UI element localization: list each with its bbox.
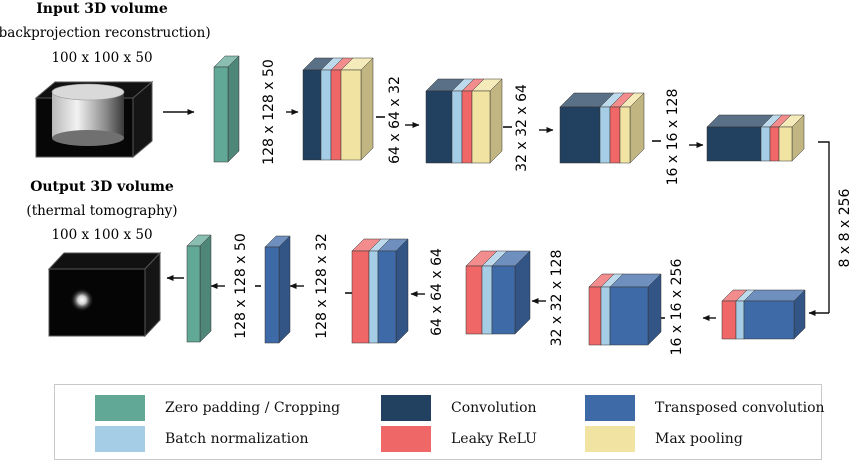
encoder-block-2 (425, 78, 503, 164)
legend-label: Zero padding / Cropping (165, 400, 341, 416)
decoder-transposed-conv (264, 235, 291, 344)
layer-max-pooling (340, 57, 374, 161)
legend-item-zero-padding: Zero padding / Cropping (95, 395, 340, 421)
legend-swatch (585, 395, 635, 421)
layer-max-pooling (619, 92, 645, 164)
input-subtitle: (backprojection reconstruction) (0, 25, 211, 41)
dim-label-decoder-2: 32 x 32 x 128 (549, 250, 565, 347)
layer-transposed-conv (491, 250, 531, 335)
decoder-cropping (186, 234, 212, 343)
layer-max-pooling (778, 114, 805, 162)
legend-label: Leaky ReLU (451, 431, 537, 447)
legend-swatch (95, 395, 145, 421)
output-title: Output 3D volume (30, 179, 174, 195)
legend-swatch (381, 426, 431, 452)
legend-swatch (585, 426, 635, 452)
layer-zero-padding (186, 234, 212, 343)
legend-swatch (381, 395, 431, 421)
encoder-zero-padding (213, 55, 240, 163)
input-size: 100 x 100 x 50 (51, 50, 152, 66)
dim-label-decoder-3: 64 x 64 x 64 (429, 248, 445, 336)
dim-label-encoder-4: 16 x 16 x 128 (665, 89, 681, 186)
encoder-block-3 (559, 92, 645, 164)
output-subtitle: (thermal tomography) (26, 203, 177, 219)
legend-label: Max pooling (655, 431, 743, 447)
encoder-block-4 (706, 114, 805, 162)
flow-connector (818, 141, 830, 313)
legend-item-transposed-convolution: Transposed convolution (585, 395, 825, 421)
input-volume-cube (34, 80, 154, 159)
output-size: 100 x 100 x 50 (51, 227, 152, 243)
legend-item-batch-normalization: Batch normalization (95, 426, 309, 452)
dim-label-decoder-5: 128 x 128 x 50 (233, 233, 249, 339)
dim-label-encoder-3: 32 x 32 x 64 (514, 84, 530, 172)
layer-zero-padding (213, 55, 240, 163)
dim-label-bottleneck: 8 x 8 x 256 (837, 188, 850, 267)
legend-item-leaky-relu: Leaky ReLU (381, 426, 537, 452)
decoder-block-3 (351, 238, 409, 344)
legend-item-convolution: Convolution (381, 395, 537, 421)
dim-label-encoder-1: 128 x 128 x 50 (261, 59, 277, 165)
legend-swatch (95, 426, 145, 452)
dim-label-decoder-1: 16 x 16 x 256 (669, 259, 685, 356)
output-volume-cube (47, 251, 162, 338)
legend-label: Transposed convolution (655, 400, 825, 416)
bottleneck-block (721, 289, 806, 340)
dim-label-decoder-4: 128 x 128 x 32 (314, 233, 330, 339)
layer-transposed-conv (264, 235, 291, 344)
layer-transposed-conv (743, 289, 806, 340)
input-title: Input 3D volume (36, 1, 168, 17)
legend-label: Batch normalization (165, 431, 309, 447)
layer-transposed-conv (377, 238, 409, 344)
legend-label: Convolution (451, 400, 537, 416)
legend-box: Zero padding / Cropping Convolution Tran… (54, 384, 825, 460)
decoder-block-2 (465, 250, 531, 335)
layer-max-pooling (471, 78, 503, 164)
layer-convolution (706, 114, 774, 162)
layer-transposed-conv (609, 273, 662, 346)
dim-label-encoder-2: 64 x 64 x 32 (387, 76, 403, 164)
encoder-block-1 (302, 57, 374, 161)
legend-item-max-pooling: Max pooling (585, 426, 743, 452)
decoder-block-1 (588, 273, 662, 346)
